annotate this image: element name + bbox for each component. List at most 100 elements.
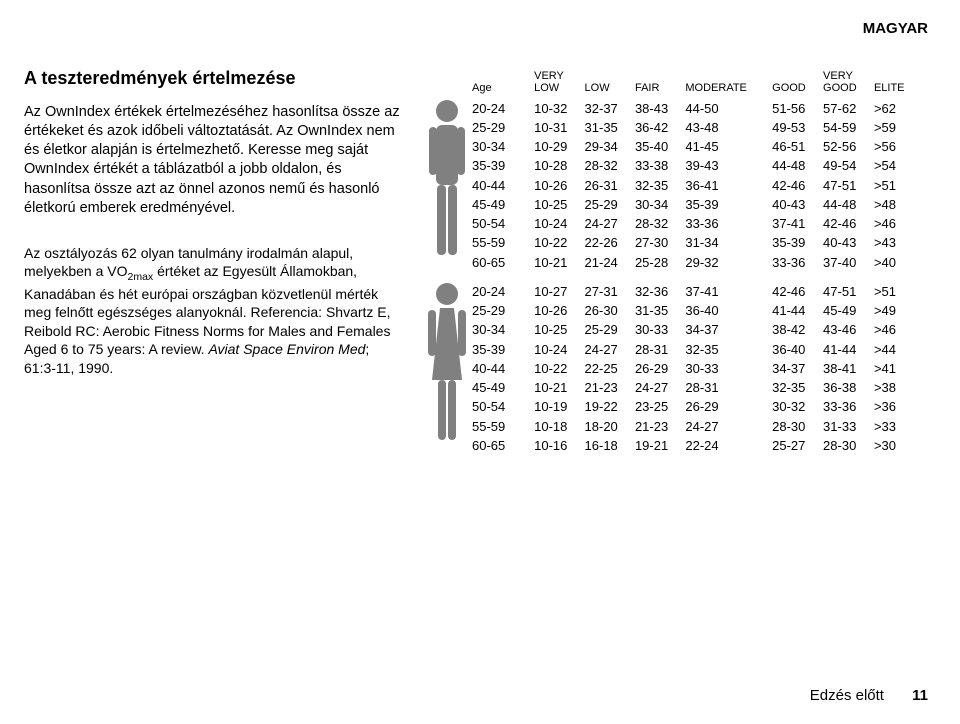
table-row: 20-2410-2727-3132-3637-4142-4647-51>51 (428, 282, 918, 301)
table-cell: 36-38 (820, 379, 871, 398)
table-cell: 16-18 (582, 436, 632, 455)
table-cell: >62 (871, 99, 918, 118)
table-row: 20-2410-3232-3738-4344-5051-5657-62>62 (428, 99, 918, 118)
table-cell: >49 (871, 302, 918, 321)
table-cell: 21-23 (632, 417, 682, 436)
table-cell: 22-25 (582, 359, 632, 378)
table-cell: 10-24 (531, 340, 581, 359)
table-cell: 22-24 (682, 436, 769, 455)
table-cell: 31-34 (682, 234, 769, 253)
table-cell: 10-22 (531, 234, 581, 253)
table-cell: 10-24 (531, 215, 581, 234)
table-cell: 43-46 (820, 321, 871, 340)
table-cell: >30 (871, 436, 918, 455)
table-cell: 36-42 (632, 118, 682, 137)
table-cell: 54-59 (820, 118, 871, 137)
table-row: 50-5410-2424-2728-3233-3637-4142-46>46 (428, 215, 918, 234)
table-cell: 25-29 (582, 195, 632, 214)
table-cell: 35-39 (769, 234, 820, 253)
table-cell: 45-49 (428, 195, 531, 214)
table-cell: >44 (871, 340, 918, 359)
table-cell: 30-32 (769, 398, 820, 417)
table-cell: 36-40 (682, 302, 769, 321)
table-cell: 31-33 (820, 417, 871, 436)
table-cell: >38 (871, 379, 918, 398)
table-cell: 44-50 (682, 99, 769, 118)
table-cell: 21-24 (582, 253, 632, 272)
table-cell: 25-29 (428, 118, 531, 137)
table-cell: 10-22 (531, 359, 581, 378)
table-cell: 24-27 (682, 417, 769, 436)
table-cell: 18-20 (582, 417, 632, 436)
table-row: 55-5910-2222-2627-3031-3435-3940-43>43 (428, 234, 918, 253)
table-cell: 41-45 (682, 138, 769, 157)
table-cell: 32-35 (682, 340, 769, 359)
left-column: A teszteredmények értelmezése Az OwnInde… (24, 68, 404, 456)
table-cell: 37-41 (769, 215, 820, 234)
table-cell: 46-51 (769, 138, 820, 157)
table-cell: 10-21 (531, 253, 581, 272)
th-elite: ELITE (871, 68, 918, 99)
table-cell: 30-34 (428, 321, 531, 340)
table-cell: 42-46 (769, 176, 820, 195)
footer-page-number: 11 (912, 687, 928, 704)
table-cell: >56 (871, 138, 918, 157)
table-cell: 42-46 (769, 282, 820, 301)
table-cell: 10-27 (531, 282, 581, 301)
table-row: 35-3910-2424-2728-3132-3536-4041-44>44 (428, 340, 918, 359)
table-cell: 30-34 (428, 138, 531, 157)
table-cell: >36 (871, 398, 918, 417)
table-cell: 10-25 (531, 195, 581, 214)
table-cell: >40 (871, 253, 918, 272)
th-low: LOW (582, 68, 632, 99)
table-cell: 31-35 (582, 118, 632, 137)
table-row: 40-4410-2626-3132-3536-4142-4647-51>51 (428, 176, 918, 195)
table-cell: 40-43 (769, 195, 820, 214)
table-cell: 32-35 (632, 176, 682, 195)
table-cell: 51-56 (769, 99, 820, 118)
table-cell: 45-49 (820, 302, 871, 321)
table-cell: 10-19 (531, 398, 581, 417)
table-cell: 43-48 (682, 118, 769, 137)
table-row: 25-2910-2626-3031-3536-4041-4445-49>49 (428, 302, 918, 321)
table-cell: 24-27 (632, 379, 682, 398)
table-cell: 49-54 (820, 157, 871, 176)
table-cell: 41-44 (820, 340, 871, 359)
table-row: 30-3410-2525-2930-3334-3738-4243-46>46 (428, 321, 918, 340)
table-header-row: Age VERY LOW LOW FAIR MODERATE GOOD VERY… (428, 68, 918, 99)
table-cell: 57-62 (820, 99, 871, 118)
paragraph-intro: Az OwnIndex értékek értelmezéséhez hason… (24, 103, 404, 218)
table-cell: 19-21 (632, 436, 682, 455)
table-cell: 27-31 (582, 282, 632, 301)
table-row: 45-4910-2121-2324-2728-3132-3536-38>38 (428, 379, 918, 398)
table-cell: 40-44 (428, 176, 531, 195)
table-body: 20-2410-3232-3738-4344-5051-5657-62>6225… (428, 99, 918, 456)
table-cell: >51 (871, 176, 918, 195)
table-cell: 10-16 (531, 436, 581, 455)
table-cell: 34-37 (682, 321, 769, 340)
table-cell: 37-41 (682, 282, 769, 301)
table-cell: 10-25 (531, 321, 581, 340)
table-cell: 40-43 (820, 234, 871, 253)
table-cell: 28-32 (582, 157, 632, 176)
table-cell: >33 (871, 417, 918, 436)
table-cell: 32-35 (769, 379, 820, 398)
table-cell: 33-36 (682, 215, 769, 234)
table-cell: >46 (871, 215, 918, 234)
table-cell: 25-29 (582, 321, 632, 340)
table-cell: 60-65 (428, 253, 531, 272)
table-cell: 23-25 (632, 398, 682, 417)
table-cell: 38-41 (820, 359, 871, 378)
table-cell: 28-31 (682, 379, 769, 398)
table-cell: 25-27 (769, 436, 820, 455)
table-row: 60-6510-1616-1819-2122-2425-2728-30>30 (428, 436, 918, 455)
table-cell: >59 (871, 118, 918, 137)
table-cell: 36-40 (769, 340, 820, 359)
table-cell: 21-23 (582, 379, 632, 398)
table-cell: 32-36 (632, 282, 682, 301)
table-cell: 31-35 (632, 302, 682, 321)
table-cell: 30-33 (682, 359, 769, 378)
table-cell: >51 (871, 282, 918, 301)
table-cell: 47-51 (820, 176, 871, 195)
table-cell: 20-24 (428, 282, 531, 301)
